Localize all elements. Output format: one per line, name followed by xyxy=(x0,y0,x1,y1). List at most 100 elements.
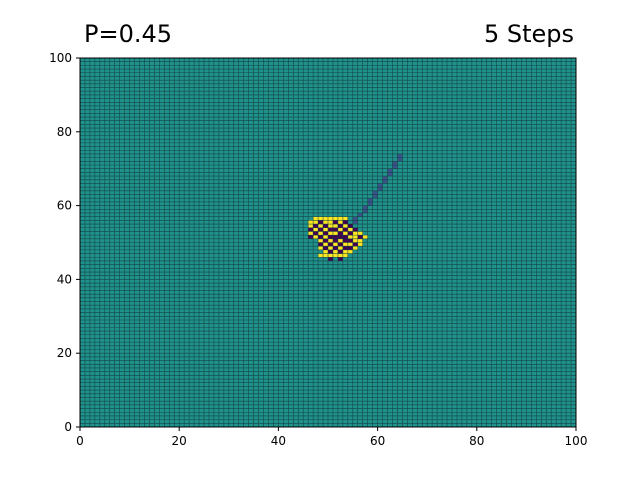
title-left: P=0.45 xyxy=(84,20,173,48)
hole-cell xyxy=(332,246,338,250)
hole-cell xyxy=(342,238,348,243)
occupied-cell xyxy=(352,231,358,236)
occupied-cell xyxy=(347,242,353,247)
occupied-cell xyxy=(328,238,333,243)
hole-cell xyxy=(342,220,348,225)
hole-cell xyxy=(323,238,328,243)
y-axis: 0 20 40 60 80 100 xyxy=(49,51,80,434)
hole-cell xyxy=(342,246,348,250)
occupied-cell xyxy=(318,216,324,221)
occupied-cell xyxy=(323,249,328,254)
occupied-cell xyxy=(318,224,324,228)
occupied-cell xyxy=(347,235,353,239)
occupied-cell xyxy=(313,220,319,225)
occupied-cell xyxy=(342,249,348,254)
trail-cell xyxy=(377,183,383,188)
plot-frame xyxy=(79,57,577,428)
occupied-cell xyxy=(352,246,358,250)
title-right: 5 Steps xyxy=(483,20,574,48)
occupied-cell xyxy=(323,242,328,247)
occupied-cell xyxy=(352,238,358,243)
x-tick-label: 100 xyxy=(565,434,588,448)
hole-cell xyxy=(318,235,324,239)
occupied-cell xyxy=(357,238,363,243)
x-tick-label: 80 xyxy=(469,434,484,448)
occupied-cell xyxy=(337,216,343,221)
occupied-cell xyxy=(332,231,338,236)
x-tick-label: 0 xyxy=(76,434,84,448)
y-tick-label: 80 xyxy=(57,125,72,139)
hole-cell xyxy=(337,242,343,247)
hole-cell xyxy=(342,235,348,239)
occupied-cell xyxy=(323,253,328,258)
trail-cell xyxy=(392,165,398,169)
hole-cell xyxy=(357,235,363,239)
hole-cell xyxy=(323,224,328,228)
occupied-cell xyxy=(313,235,319,239)
occupied-cell xyxy=(323,220,328,225)
hole-cell xyxy=(347,238,353,243)
hole-cell xyxy=(328,227,333,232)
x-tick-label: 40 xyxy=(271,434,286,448)
trail-cell xyxy=(367,198,373,202)
trail-cell xyxy=(352,220,358,225)
hole-cell xyxy=(328,242,333,247)
occupied-cell xyxy=(332,249,338,254)
occupied-cell xyxy=(308,220,314,225)
occupied-cell xyxy=(342,242,348,247)
occupied-cell xyxy=(323,227,328,232)
hole-cell xyxy=(352,227,358,232)
hole-cell xyxy=(308,235,314,239)
hole-cell xyxy=(337,224,343,228)
trail-cell xyxy=(392,161,398,166)
trail-cell xyxy=(382,176,388,180)
occupied-cell xyxy=(323,235,328,239)
hole-cell xyxy=(318,220,324,225)
hole-cell xyxy=(332,235,338,239)
occupied-cell xyxy=(318,253,324,258)
occupied-cell xyxy=(318,246,324,250)
occupied-cell xyxy=(337,238,343,243)
trail-cell xyxy=(352,216,358,221)
occupied-cell xyxy=(347,249,353,254)
occupied-cell xyxy=(337,220,343,225)
occupied-cell xyxy=(308,224,314,228)
hole-cell xyxy=(313,231,319,236)
hole-cell xyxy=(328,249,333,254)
occupied-cell xyxy=(357,242,363,247)
trail-cell xyxy=(397,157,403,162)
occupied-cell xyxy=(342,231,348,236)
trail-cell xyxy=(367,201,373,206)
occupied-cell xyxy=(328,246,333,250)
hole-cell xyxy=(332,220,338,225)
x-axis: 0 20 40 60 80 100 xyxy=(76,427,587,448)
occupied-cell xyxy=(308,231,314,236)
hole-cell xyxy=(352,242,358,247)
trail-cell xyxy=(387,168,393,173)
trail-cell xyxy=(372,194,378,199)
occupied-cell xyxy=(342,216,348,221)
occupied-cell xyxy=(337,253,343,258)
occupied-cell xyxy=(332,242,338,247)
hole-cell xyxy=(337,235,343,239)
hole-cell xyxy=(337,231,343,236)
occupied-cell xyxy=(337,246,343,250)
occupied-cell xyxy=(347,227,353,232)
hole-cell xyxy=(347,246,353,250)
hole-cell xyxy=(347,231,353,236)
y-tick-label: 0 xyxy=(64,420,72,434)
hole-cell xyxy=(308,227,314,232)
x-tick-label: 20 xyxy=(172,434,187,448)
hole-cell xyxy=(313,224,319,228)
occupied-cell xyxy=(318,231,324,236)
hole-cell xyxy=(337,257,343,261)
occupied-cell xyxy=(313,227,319,232)
hole-cell xyxy=(342,227,348,232)
occupied-cell xyxy=(332,216,338,221)
hole-cell xyxy=(332,227,338,232)
occupied-cell xyxy=(332,224,338,228)
occupied-cell xyxy=(328,253,333,258)
y-tick-label: 60 xyxy=(57,199,72,213)
y-tick-label: 100 xyxy=(49,51,72,65)
